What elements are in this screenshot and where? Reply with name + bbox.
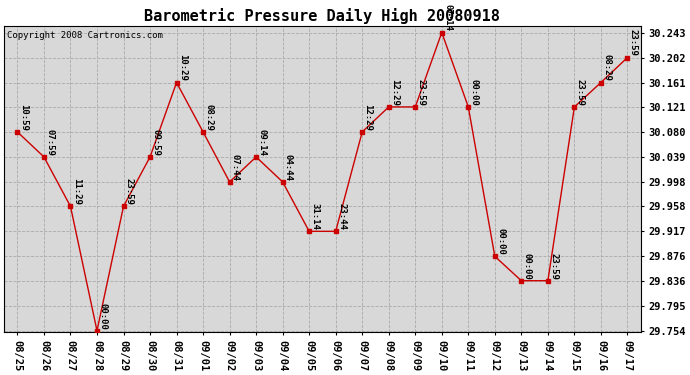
Text: 23:59: 23:59 (575, 79, 584, 106)
Text: 10:29: 10:29 (178, 54, 187, 81)
Text: 07:14: 07:14 (443, 4, 452, 31)
Text: 04:44: 04:44 (284, 154, 293, 181)
Text: 23:59: 23:59 (629, 29, 638, 56)
Text: 09:59: 09:59 (151, 129, 160, 156)
Text: 07:59: 07:59 (46, 129, 55, 156)
Text: 00:00: 00:00 (98, 303, 108, 330)
Text: 10:59: 10:59 (19, 104, 28, 131)
Text: 00:00: 00:00 (522, 253, 532, 279)
Text: 23:59: 23:59 (417, 79, 426, 106)
Text: 31:14: 31:14 (310, 203, 319, 230)
Text: 09:14: 09:14 (257, 129, 266, 156)
Text: 00:00: 00:00 (496, 228, 505, 255)
Text: 23:59: 23:59 (125, 178, 134, 205)
Title: Barometric Pressure Daily High 20080918: Barometric Pressure Daily High 20080918 (144, 8, 500, 24)
Text: 12:29: 12:29 (364, 104, 373, 131)
Text: 08:29: 08:29 (602, 54, 611, 81)
Text: 00:00: 00:00 (470, 79, 479, 106)
Text: 08:29: 08:29 (204, 104, 213, 131)
Text: 07:44: 07:44 (231, 154, 240, 181)
Text: 23:59: 23:59 (549, 253, 558, 279)
Text: Copyright 2008 Cartronics.com: Copyright 2008 Cartronics.com (8, 31, 164, 40)
Text: 11:29: 11:29 (72, 178, 81, 205)
Text: 12:29: 12:29 (390, 79, 399, 106)
Text: 23:44: 23:44 (337, 203, 346, 230)
